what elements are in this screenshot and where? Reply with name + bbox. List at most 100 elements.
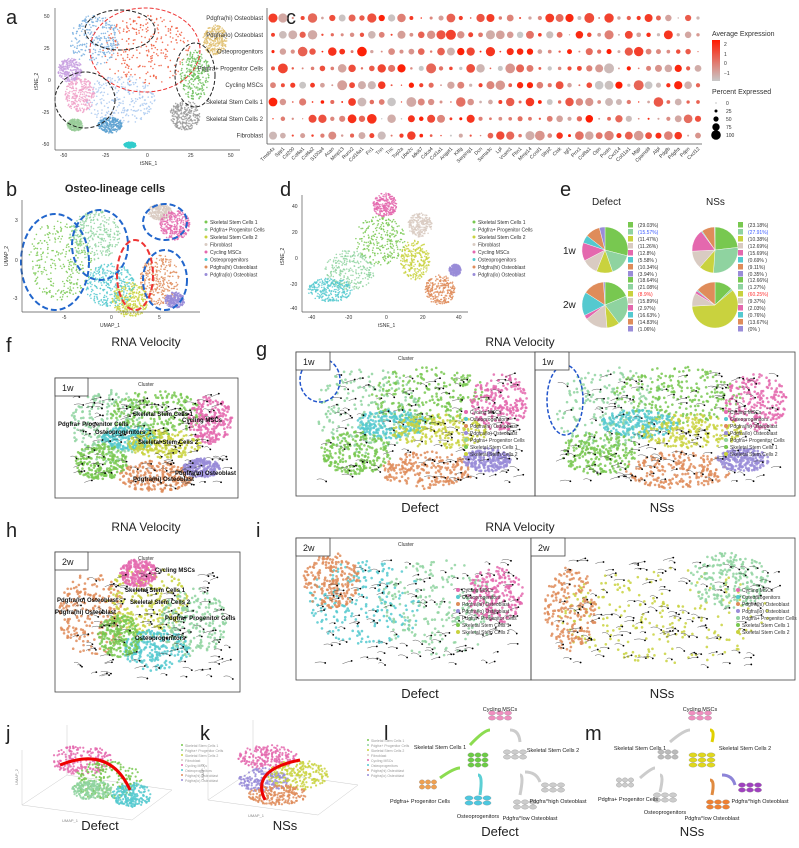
cell-point bbox=[64, 225, 67, 228]
cell-point bbox=[218, 47, 221, 49]
cell-point bbox=[147, 49, 150, 51]
cell-point bbox=[128, 78, 130, 80]
c-dot bbox=[506, 31, 514, 39]
cell-point bbox=[188, 59, 190, 61]
cell-point bbox=[188, 111, 190, 113]
cell-point bbox=[137, 292, 140, 295]
cell-point bbox=[140, 46, 142, 48]
cell-point bbox=[192, 115, 195, 117]
cell-point bbox=[103, 91, 106, 94]
cell-point bbox=[87, 242, 89, 245]
cell-point bbox=[97, 257, 100, 260]
cell-point bbox=[89, 221, 92, 224]
cell-point bbox=[73, 52, 75, 55]
cell-point bbox=[179, 222, 182, 224]
cell-point bbox=[105, 22, 107, 25]
cell-point bbox=[117, 54, 119, 57]
cell-point bbox=[117, 241, 120, 244]
cell-point bbox=[111, 37, 113, 39]
cell-point bbox=[103, 214, 105, 217]
cell-point bbox=[151, 92, 153, 95]
cell-point bbox=[122, 51, 125, 53]
cell-point bbox=[212, 53, 215, 55]
cell-point bbox=[93, 99, 96, 102]
cell-point bbox=[121, 121, 124, 124]
cell-point bbox=[67, 85, 70, 88]
c-row-label: Pdgfra+ Progenitor Cells bbox=[197, 66, 263, 72]
cell-point bbox=[128, 48, 131, 51]
cell-point bbox=[109, 68, 111, 71]
cell-point bbox=[194, 116, 197, 119]
cell-point bbox=[71, 81, 74, 83]
c-dot bbox=[409, 16, 414, 20]
cell-point bbox=[181, 124, 184, 126]
c-dot bbox=[399, 133, 404, 138]
cell-point bbox=[31, 260, 34, 263]
cell-point bbox=[158, 206, 160, 209]
c-dot bbox=[488, 99, 493, 105]
cell-point bbox=[123, 96, 126, 99]
cell-point bbox=[94, 215, 96, 217]
cell-point bbox=[177, 238, 179, 240]
cell-point bbox=[89, 216, 91, 219]
cell-point bbox=[76, 123, 79, 125]
cell-point bbox=[140, 116, 143, 119]
cell-point bbox=[80, 244, 83, 246]
c-dot bbox=[637, 117, 640, 120]
c-dot bbox=[633, 46, 644, 57]
cell-point bbox=[80, 237, 82, 240]
cell-point bbox=[111, 77, 114, 80]
c-dot bbox=[647, 117, 650, 120]
cell-point bbox=[132, 109, 135, 112]
cell-point bbox=[91, 237, 94, 240]
cell-point bbox=[163, 19, 165, 21]
cell-point bbox=[60, 67, 62, 69]
cell-point bbox=[114, 297, 117, 300]
cell-point bbox=[66, 277, 69, 279]
cell-point bbox=[209, 39, 211, 41]
c-dot bbox=[625, 115, 632, 122]
cell-point bbox=[189, 51, 192, 54]
cell-point bbox=[119, 284, 122, 287]
cell-point bbox=[190, 65, 193, 68]
cell-point bbox=[81, 25, 83, 28]
cell-point bbox=[150, 214, 153, 217]
cell-point bbox=[113, 34, 116, 36]
cell-point bbox=[98, 127, 101, 130]
cell-point bbox=[74, 51, 77, 53]
cell-point bbox=[122, 20, 124, 22]
c-dot bbox=[696, 100, 700, 104]
cell-point bbox=[36, 276, 39, 279]
cell-point bbox=[56, 250, 58, 253]
cell-point bbox=[106, 45, 108, 48]
cell-point bbox=[101, 55, 103, 58]
cell-point bbox=[74, 99, 76, 102]
cell-point bbox=[199, 78, 202, 81]
cell-point bbox=[79, 128, 82, 131]
c-dot bbox=[615, 81, 623, 89]
c-dot bbox=[676, 49, 681, 54]
cell-point bbox=[83, 91, 85, 93]
cell-point bbox=[34, 247, 37, 249]
cell-point bbox=[67, 287, 69, 290]
cell-point bbox=[136, 110, 138, 112]
cell-point bbox=[210, 45, 213, 47]
cell-point bbox=[60, 64, 62, 67]
cell-point bbox=[65, 61, 67, 63]
c-dot bbox=[429, 16, 433, 20]
cell-point bbox=[109, 24, 112, 27]
cell-point bbox=[74, 89, 76, 92]
cell-point bbox=[84, 96, 87, 98]
cell-point bbox=[129, 103, 131, 106]
c-dot bbox=[438, 66, 444, 71]
cell-point bbox=[153, 51, 155, 54]
cell-point bbox=[54, 263, 56, 265]
c-dot bbox=[646, 32, 651, 38]
cell-point bbox=[153, 74, 155, 77]
cell-point bbox=[74, 66, 76, 69]
c-dot bbox=[506, 131, 515, 140]
c-dot bbox=[575, 131, 584, 140]
cell-point bbox=[68, 268, 70, 270]
cell-point bbox=[85, 288, 88, 291]
